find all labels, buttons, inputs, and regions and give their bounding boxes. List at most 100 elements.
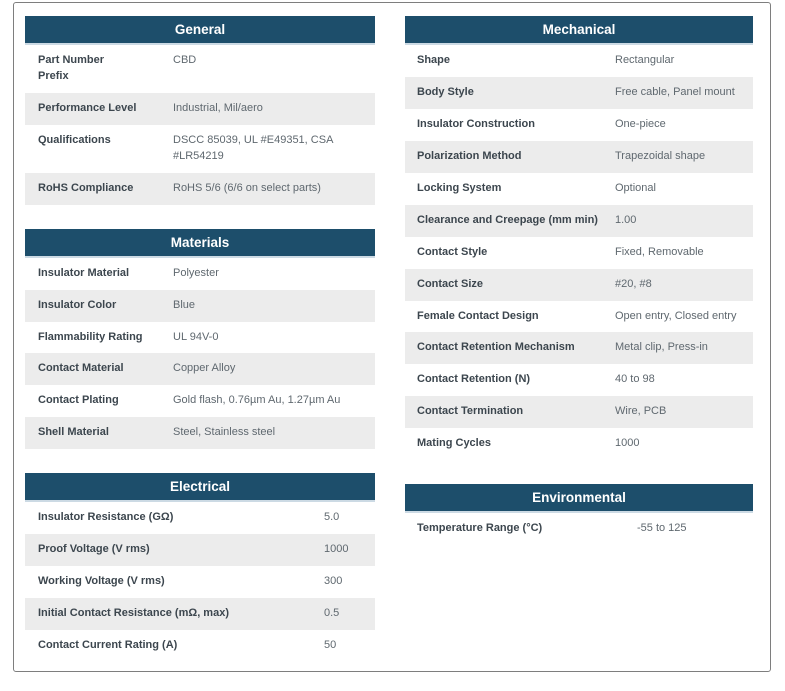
spec-label: Proof Voltage (V rms) (38, 543, 150, 556)
spec-row: RoHS Compliance RoHS 5/6 (6/6 on select … (25, 172, 375, 205)
section-title: Environmental (532, 490, 626, 506)
section-title: Electrical (169, 479, 231, 495)
spec-label: Insulator Resistance (GΩ) (38, 511, 174, 524)
spec-label: Body Style (417, 85, 474, 98)
section-header: Electrical (25, 473, 375, 503)
spec-row: Proof Voltage (V rms) 1000 (25, 534, 375, 567)
spec-row: Flammability Rating UL 94V-0 (25, 321, 375, 354)
spec-label: Shape (417, 54, 451, 66)
spec-value: Industrial, Mil/aero (173, 101, 263, 114)
section-mechanical: Mechanical Shape Rectangular Body Style … (405, 16, 753, 461)
spec-value: Copper Alloy (173, 362, 236, 375)
spec-label: Performance Level (38, 101, 137, 114)
spec-label: Insulator Color (38, 298, 117, 311)
spec-row: Shell Material Steel, Stainless steel (25, 417, 375, 450)
spec-row: Temperature Range (°C) -55 to 125 (405, 513, 753, 546)
spec-value: RoHS 5/6 (6/6 on select parts) (173, 181, 321, 194)
section-rows: Shape Rectangular Body Style Free cable,… (405, 45, 753, 461)
spec-value: 5.0 (324, 511, 340, 524)
section-electrical: Electrical Insulator Resistance (GΩ) 5.0… (25, 473, 375, 662)
spec-label: Initial Contact Resistance (mΩ, max) (38, 607, 229, 620)
spec-row: Mating Cycles 1000 (405, 428, 753, 461)
section-title: Materials (170, 234, 230, 250)
spec-row: Contact Style Fixed, Removable (405, 236, 753, 269)
spec-value: Trapezoidal shape (615, 149, 706, 162)
spec-label: Part Number Prefix (38, 54, 105, 82)
spec-label: Flammability Rating (38, 330, 143, 343)
spec-row: Performance Level Industrial, Mil/aero (25, 92, 375, 125)
spec-row: Working Voltage (V rms) 300 (25, 566, 375, 599)
spec-label: Contact Style (417, 245, 488, 258)
spec-value: CBD (173, 54, 197, 66)
spec-row: Clearance and Creepage (mm min) 1.00 (405, 204, 753, 237)
spec-label: Contact Plating (38, 394, 119, 407)
spec-row: Contact Material Copper Alloy (25, 353, 375, 386)
section-general: General Part Number Prefix CBD Performan… (25, 16, 375, 205)
spec-value: -55 to 125 (637, 522, 687, 535)
spec-value: 50 (324, 639, 337, 651)
spec-row: Contact Plating Gold flash, 0.76µm Au, 1… (25, 385, 375, 418)
spec-label: Clearance and Creepage (mm min) (417, 213, 598, 226)
section-header: Materials (25, 228, 375, 258)
spec-row: Insulator Color Blue (25, 289, 375, 322)
spec-label: Contact Retention (N) (417, 373, 531, 386)
section-header: Environmental (405, 484, 753, 514)
spec-value: Polyester (173, 266, 219, 279)
spec-row: Initial Contact Resistance (mΩ, max) 0.5 (25, 598, 375, 630)
spec-row: Polarization Method Trapezoidal shape (405, 140, 753, 173)
spec-row: Contact Retention (N) 40 to 98 (405, 364, 753, 397)
spec-row: Shape Rectangular (405, 45, 753, 77)
spec-value: #20, #8 (615, 277, 652, 290)
section-rows: Temperature Range (°C) -55 to 125 (405, 513, 753, 546)
spec-sheet: General Part Number Prefix CBD Performan… (13, 2, 771, 672)
spec-label: Locking System (417, 181, 502, 194)
section-rows: Insulator Material Polyester Insulator C… (25, 257, 375, 450)
column-left: General Part Number Prefix CBD Performan… (25, 16, 375, 662)
spec-row: Insulator Construction One-piece (405, 108, 753, 141)
spec-label: Female Contact Design (417, 309, 539, 322)
spec-label: Temperature Range (°C) (417, 522, 543, 535)
spec-value: 1.00 (615, 213, 637, 226)
spec-row: Locking System Optional (405, 172, 753, 205)
spec-row: Contact Current Rating (A) 50 (25, 630, 375, 662)
spec-row: Qualifications DSCC 85039, UL #E49351, C… (25, 124, 375, 173)
spec-label: Contact Material (38, 362, 124, 375)
spec-label: Contact Termination (417, 405, 524, 418)
spec-value: 40 to 98 (615, 373, 655, 386)
spec-row: Contact Termination Wire, PCB (405, 396, 753, 429)
spec-row: Insulator Resistance (GΩ) 5.0 (25, 502, 375, 535)
spec-value: Free cable, Panel mount (615, 85, 735, 98)
spec-label: Mating Cycles (417, 437, 491, 450)
spec-label: Qualifications (38, 133, 111, 146)
section-header: Mechanical (405, 16, 753, 45)
spec-value: DSCC 85039, UL #E49351, CSA #LR54219 (173, 133, 333, 162)
section-rows: Part Number Prefix CBD Performance Level… (25, 45, 375, 205)
spec-label: RoHS Compliance (38, 181, 134, 194)
spec-columns: General Part Number Prefix CBD Performan… (25, 16, 759, 662)
spec-label: Working Voltage (V rms) (38, 575, 165, 588)
spec-label: Insulator Construction (417, 117, 535, 130)
spec-value: Rectangular (615, 54, 675, 66)
spec-value: Steel, Stainless steel (173, 426, 276, 439)
spec-row: Female Contact Design Open entry, Closed… (405, 300, 753, 333)
spec-value: Metal clip, Press-in (615, 341, 708, 354)
spec-label: Polarization Method (417, 149, 522, 162)
spec-label: Contact Current Rating (A) (38, 639, 178, 651)
spec-row: Part Number Prefix CBD (25, 45, 375, 93)
section-title: Mechanical (542, 22, 616, 37)
spec-label: Contact Retention Mechanism (417, 341, 575, 354)
spec-value: Gold flash, 0.76µm Au, 1.27µm Au (173, 394, 341, 407)
spec-label: Contact Size (417, 277, 484, 290)
spec-row: Insulator Material Polyester (25, 257, 375, 290)
spec-label: Insulator Material (38, 266, 130, 279)
spec-row: Contact Size #20, #8 (405, 268, 753, 301)
spec-value: Fixed, Removable (615, 245, 704, 258)
section-environmental: Environmental Temperature Range (°C) -55… (405, 484, 753, 546)
spec-value: Blue (173, 298, 196, 311)
spec-value: One-piece (615, 117, 666, 130)
spec-value: 1000 (615, 437, 640, 450)
spec-value: Optional (615, 181, 656, 194)
spec-value: Open entry, Closed entry (615, 309, 737, 322)
spec-row: Body Style Free cable, Panel mount (405, 76, 753, 109)
section-materials: Materials Insulator Material Polyester I… (25, 228, 375, 450)
